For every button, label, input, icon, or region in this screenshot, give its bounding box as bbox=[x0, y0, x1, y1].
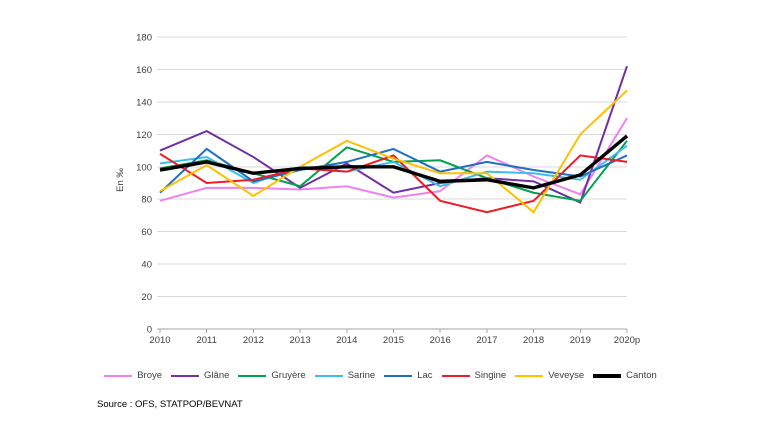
legend-label: Glâne bbox=[204, 370, 230, 381]
legend-label: Canton bbox=[626, 370, 657, 381]
legend-item-Broye: Broye bbox=[104, 370, 162, 382]
legend-line-swatch bbox=[314, 375, 343, 377]
legend-line-swatch bbox=[171, 375, 200, 377]
y-tick-label: 160 bbox=[136, 65, 152, 76]
x-tick-label: 2013 bbox=[290, 335, 311, 346]
legend-item-Veveyse: Veveyse bbox=[515, 370, 584, 382]
legend-item-Singine: Singine bbox=[441, 370, 507, 382]
x-tick-label: 2012 bbox=[243, 335, 264, 346]
legend-label: Gruyère bbox=[271, 370, 306, 381]
legend-label: Veveyse bbox=[548, 370, 585, 381]
legend-label: Broye bbox=[137, 370, 163, 381]
series-line-Veveyse bbox=[159, 89, 628, 214]
y-tick-label: 180 bbox=[136, 33, 152, 44]
x-tick-label: 2014 bbox=[336, 335, 357, 346]
legend-item-Sarine: Sarine bbox=[314, 370, 376, 382]
legend-line-swatch bbox=[104, 375, 133, 377]
series-line-Canton bbox=[159, 134, 629, 190]
x-tick-label: 2011 bbox=[196, 335, 216, 346]
x-tick-label: 2015 bbox=[383, 335, 404, 346]
series-line-Glâne bbox=[159, 65, 628, 204]
y-tick-label: 80 bbox=[141, 195, 152, 206]
y-tick-label: 40 bbox=[141, 260, 152, 271]
legend-line-swatch bbox=[238, 375, 267, 377]
y-tick-label: 100 bbox=[136, 162, 152, 173]
legend-label: Lac bbox=[417, 370, 433, 381]
legend-item-Gruyère: Gruyère bbox=[238, 370, 306, 382]
legend: Broye Glâne Gruyère Sarine Lac Singine Veveyse… bbox=[0, 370, 761, 382]
x-axis bbox=[157, 328, 628, 333]
x-tick-label: 2020p bbox=[614, 335, 640, 346]
x-tick-label: 2018 bbox=[523, 335, 544, 346]
source-note: Source : OFS, STATPOP/BEVNAT bbox=[97, 399, 243, 410]
x-tick-label: 2019 bbox=[570, 335, 591, 346]
x-tick-label: 2010 bbox=[149, 335, 170, 346]
x-axis-tick-labels: 2010 2011 2012 2013 2014 2015 2016 2017 2018 2019… bbox=[149, 335, 640, 346]
legend-line-swatch bbox=[441, 375, 470, 377]
legend-line-swatch bbox=[593, 374, 622, 378]
y-tick-label: 120 bbox=[136, 130, 152, 141]
legend-line-swatch bbox=[384, 375, 413, 377]
y-tick-label: 0 bbox=[147, 325, 152, 336]
legend-item-Canton: Canton bbox=[593, 370, 657, 382]
legend-item-Lac: Lac bbox=[384, 370, 433, 382]
legend-item-Glâne: Glâne bbox=[171, 370, 229, 382]
y-tick-label: 140 bbox=[136, 97, 152, 108]
x-tick-label: 2017 bbox=[476, 335, 497, 346]
x-tick-label: 2016 bbox=[430, 335, 451, 346]
legend-label: Sarine bbox=[347, 370, 376, 381]
y-axis-tick-labels: 0 20 40 60 80 100 120 140 160 180 bbox=[136, 33, 152, 336]
legend-line-swatch bbox=[515, 375, 544, 377]
y-tick-label: 60 bbox=[141, 227, 152, 238]
y-tick-label: 20 bbox=[141, 292, 152, 303]
series-lines bbox=[159, 65, 629, 214]
y-axis-title: En ‰ bbox=[115, 168, 126, 192]
legend-label: Singine bbox=[474, 370, 507, 381]
series-line-Sarine bbox=[159, 144, 628, 188]
